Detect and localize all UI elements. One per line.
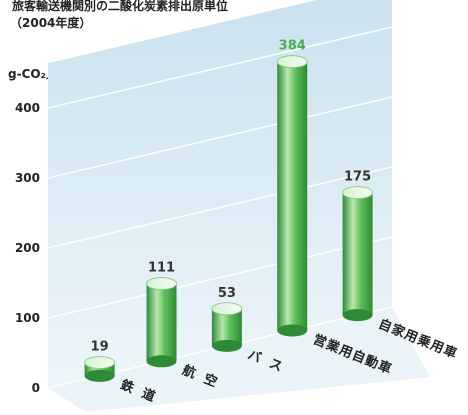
data-label: 111 bbox=[148, 261, 175, 276]
bar-base bbox=[277, 324, 308, 337]
bar-base bbox=[84, 369, 115, 382]
y-tick-label: 100 bbox=[15, 311, 40, 325]
gridline bbox=[47, 236, 393, 319]
gridline bbox=[47, 26, 393, 109]
data-label: 175 bbox=[344, 170, 371, 185]
gridline bbox=[47, 96, 393, 179]
chart-subtitle: （2004年度） bbox=[10, 16, 92, 30]
bar-cap bbox=[84, 356, 115, 369]
bar-cap bbox=[146, 277, 177, 290]
y-tick-label: 200 bbox=[15, 241, 40, 255]
bar-cap bbox=[342, 186, 374, 200]
bar-base bbox=[342, 309, 373, 322]
y-tick-label: 0 bbox=[32, 381, 40, 395]
chart-title: 旅客輸送機関別の二酸化炭素排出原単位 bbox=[12, 0, 229, 13]
bar bbox=[277, 61, 308, 331]
bar bbox=[146, 283, 177, 362]
y-tick-label: 400 bbox=[15, 101, 40, 115]
data-label: 53 bbox=[218, 286, 236, 301]
chart-floor bbox=[48, 307, 430, 412]
bar-cap bbox=[276, 55, 308, 69]
y-tick-label: 300 bbox=[15, 171, 40, 185]
bar-base bbox=[146, 355, 177, 368]
data-label: 19 bbox=[91, 340, 109, 355]
bar bbox=[342, 192, 373, 316]
gridline bbox=[47, 166, 393, 249]
data-label: 384 bbox=[279, 39, 306, 54]
bar-base bbox=[211, 339, 242, 352]
bar-cap bbox=[211, 302, 243, 316]
